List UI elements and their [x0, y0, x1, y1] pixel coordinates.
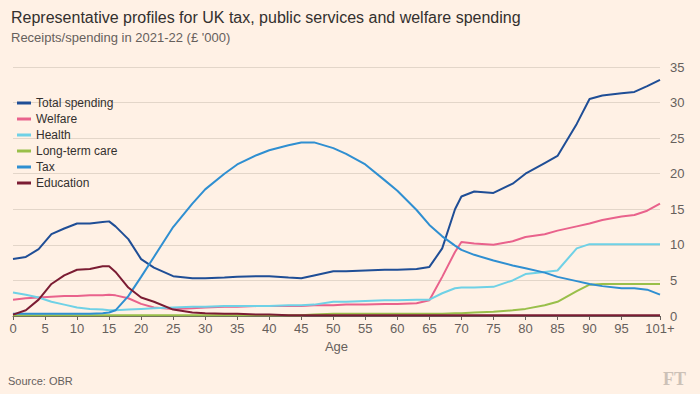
svg-text:20: 20 — [670, 166, 684, 181]
svg-text:45: 45 — [294, 321, 308, 336]
svg-text:85: 85 — [550, 321, 564, 336]
svg-text:40: 40 — [262, 321, 276, 336]
svg-text:0: 0 — [9, 321, 16, 336]
svg-text:FT: FT — [663, 369, 686, 389]
svg-text:25: 25 — [166, 321, 180, 336]
svg-text:Receipts/spending in 2021-22 (: Receipts/spending in 2021-22 (£ '000) — [11, 30, 230, 45]
svg-text:Welfare: Welfare — [36, 112, 77, 126]
svg-text:70: 70 — [454, 321, 468, 336]
svg-text:75: 75 — [486, 321, 500, 336]
svg-text:30: 30 — [670, 95, 684, 110]
svg-text:Tax: Tax — [36, 160, 55, 174]
svg-text:65: 65 — [422, 321, 436, 336]
svg-text:10: 10 — [70, 321, 84, 336]
svg-text:5: 5 — [41, 321, 48, 336]
svg-text:15: 15 — [102, 321, 116, 336]
svg-text:55: 55 — [358, 321, 372, 336]
svg-text:90: 90 — [582, 321, 596, 336]
svg-text:35: 35 — [230, 321, 244, 336]
svg-text:35: 35 — [670, 60, 684, 75]
svg-text:Education: Education — [36, 176, 89, 190]
svg-text:15: 15 — [670, 202, 684, 217]
svg-text:80: 80 — [518, 321, 532, 336]
svg-text:Age: Age — [325, 339, 348, 354]
svg-text:0: 0 — [670, 308, 678, 324]
svg-text:Source: OBR: Source: OBR — [8, 375, 73, 387]
svg-text:5: 5 — [670, 273, 677, 288]
svg-text:Representative profiles for UK: Representative profiles for UK tax, publ… — [11, 9, 521, 26]
svg-text:20: 20 — [134, 321, 148, 336]
svg-text:25: 25 — [670, 131, 684, 146]
svg-text:Health: Health — [36, 128, 71, 142]
svg-text:30: 30 — [198, 321, 212, 336]
svg-text:Long-term care: Long-term care — [36, 144, 118, 158]
svg-text:95: 95 — [614, 321, 628, 336]
svg-text:101+: 101+ — [645, 321, 674, 336]
svg-text:60: 60 — [390, 321, 404, 336]
svg-text:10: 10 — [670, 237, 684, 252]
svg-text:50: 50 — [326, 321, 340, 336]
svg-text:Total spending: Total spending — [36, 96, 113, 110]
